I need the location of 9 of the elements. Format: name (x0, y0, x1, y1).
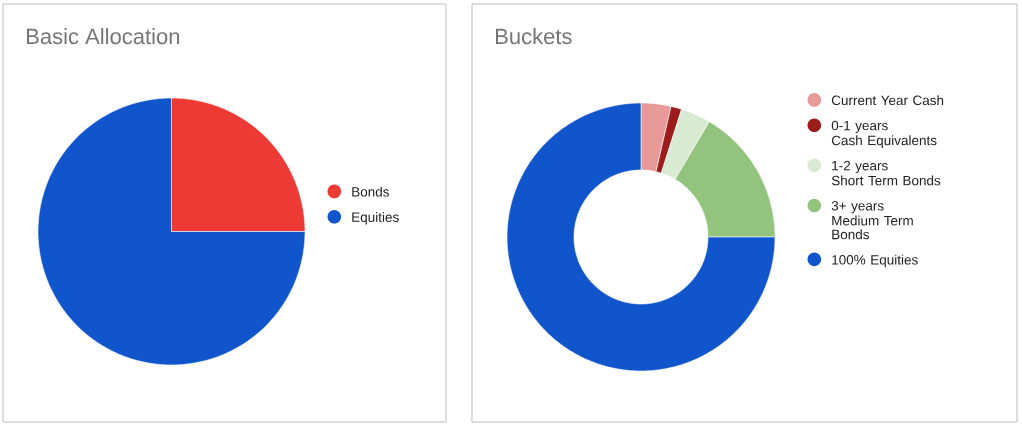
chart-title: Basic Allocation (27, 28, 180, 45)
legend-label: Equities (352, 212, 399, 225)
chart-title: Buckets (496, 28, 572, 45)
legend-label: Bonds (352, 186, 389, 197)
legend-label: 100% Equities (832, 254, 918, 268)
legend-label: Current Year Cash (831, 95, 944, 106)
legend-label: 0-1 years Cash Equivalents (831, 120, 937, 148)
legend-label: 1-2 years Short Term Bonds (831, 160, 941, 186)
legend-label: 3+ years Medium Term Bonds (831, 200, 913, 240)
